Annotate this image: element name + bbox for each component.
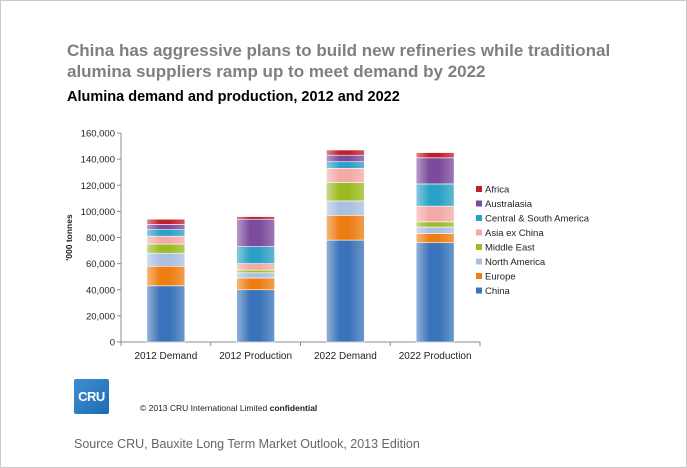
bar-segment (146, 235, 186, 245)
bar-segment (326, 167, 365, 183)
source-note: Source CRU, Bauxite Long Term Market Out… (74, 437, 420, 451)
bar-segment (236, 246, 275, 264)
bar-segment (415, 205, 455, 223)
legend-label: China (485, 286, 511, 297)
legend-swatch (476, 215, 482, 221)
copyright-notice: © 2013 CRU International Limited confide… (140, 403, 317, 413)
bar-segment (415, 152, 455, 159)
legend-label: Middle East (485, 243, 535, 254)
y-tick-label: 20,000 (86, 311, 115, 322)
headline: China has aggressive plans to build new … (67, 41, 611, 81)
y-tick-label: 0 (110, 338, 115, 349)
bar-segment (146, 252, 186, 267)
bar-segment (146, 285, 186, 343)
cru-logo: CRU (74, 379, 109, 414)
bar-segment (326, 182, 365, 202)
bar-segment (326, 149, 365, 156)
bar-segment (326, 200, 365, 216)
x-category-label: 2012 Demand (134, 351, 197, 362)
stacked-bar-chart: 0 20,000 40,000 60,000 80,000 100,000 120,000 1… (64, 129, 590, 363)
y-tick-label: 120,000 (81, 181, 115, 192)
legend-swatch (476, 244, 482, 250)
legend-swatch (476, 287, 482, 294)
bar-segment (415, 233, 455, 244)
bar-segment (415, 221, 455, 228)
bar-segment (415, 226, 455, 234)
bar-segment (236, 218, 275, 247)
chart-title: Alumina demand and production, 2012 and … (67, 89, 400, 105)
y-tick-label: 160,000 (81, 129, 115, 140)
legend-label: Europe (485, 272, 516, 283)
y-tick-label: 140,000 (81, 155, 115, 166)
copyright-text: © 2013 CRU International Limited (140, 403, 268, 413)
legend-swatch (476, 258, 482, 265)
x-category-label: 2022 Demand (314, 351, 377, 362)
bar-segment (236, 263, 275, 271)
legend-label: Central & South America (485, 214, 590, 225)
bar-segment (236, 272, 275, 279)
legend-swatch (476, 273, 482, 279)
legend-swatch (476, 229, 482, 236)
bar-segment (415, 183, 455, 207)
y-axis-title: '000 tonnes (64, 214, 74, 261)
bar-segment (326, 239, 365, 343)
bar-segment (146, 224, 186, 230)
bar-segment (326, 154, 365, 163)
bar-segment (326, 161, 365, 169)
bar-segment (146, 265, 186, 287)
legend-label: Australasia (485, 199, 533, 210)
y-tick-label: 100,000 (81, 207, 115, 218)
y-tick-label: 40,000 (86, 285, 115, 296)
x-category-label: 2012 Production (219, 351, 292, 362)
y-tick-label: 80,000 (86, 233, 115, 244)
cru-logo-text: CRU (78, 389, 105, 404)
confidential-label: confidential (269, 403, 318, 413)
bar-segment (236, 216, 275, 220)
bar-segment (415, 157, 455, 185)
y-tick-label: 60,000 (86, 259, 115, 270)
bar-segment (236, 289, 275, 343)
bar-segment (236, 277, 275, 291)
legend-swatch (476, 186, 482, 192)
legend-label: Africa (485, 185, 510, 196)
x-category-label: 2022 Production (399, 351, 472, 362)
legend-swatch (476, 200, 482, 207)
bar-segment (326, 214, 365, 241)
legend-label: Asia ex China (485, 228, 544, 239)
bar-segment (415, 242, 455, 343)
bar-segment (146, 218, 186, 225)
bar-segment (146, 229, 186, 237)
legend-label: North America (485, 257, 546, 268)
bar-segment (236, 269, 275, 274)
bar-segment (146, 243, 186, 254)
